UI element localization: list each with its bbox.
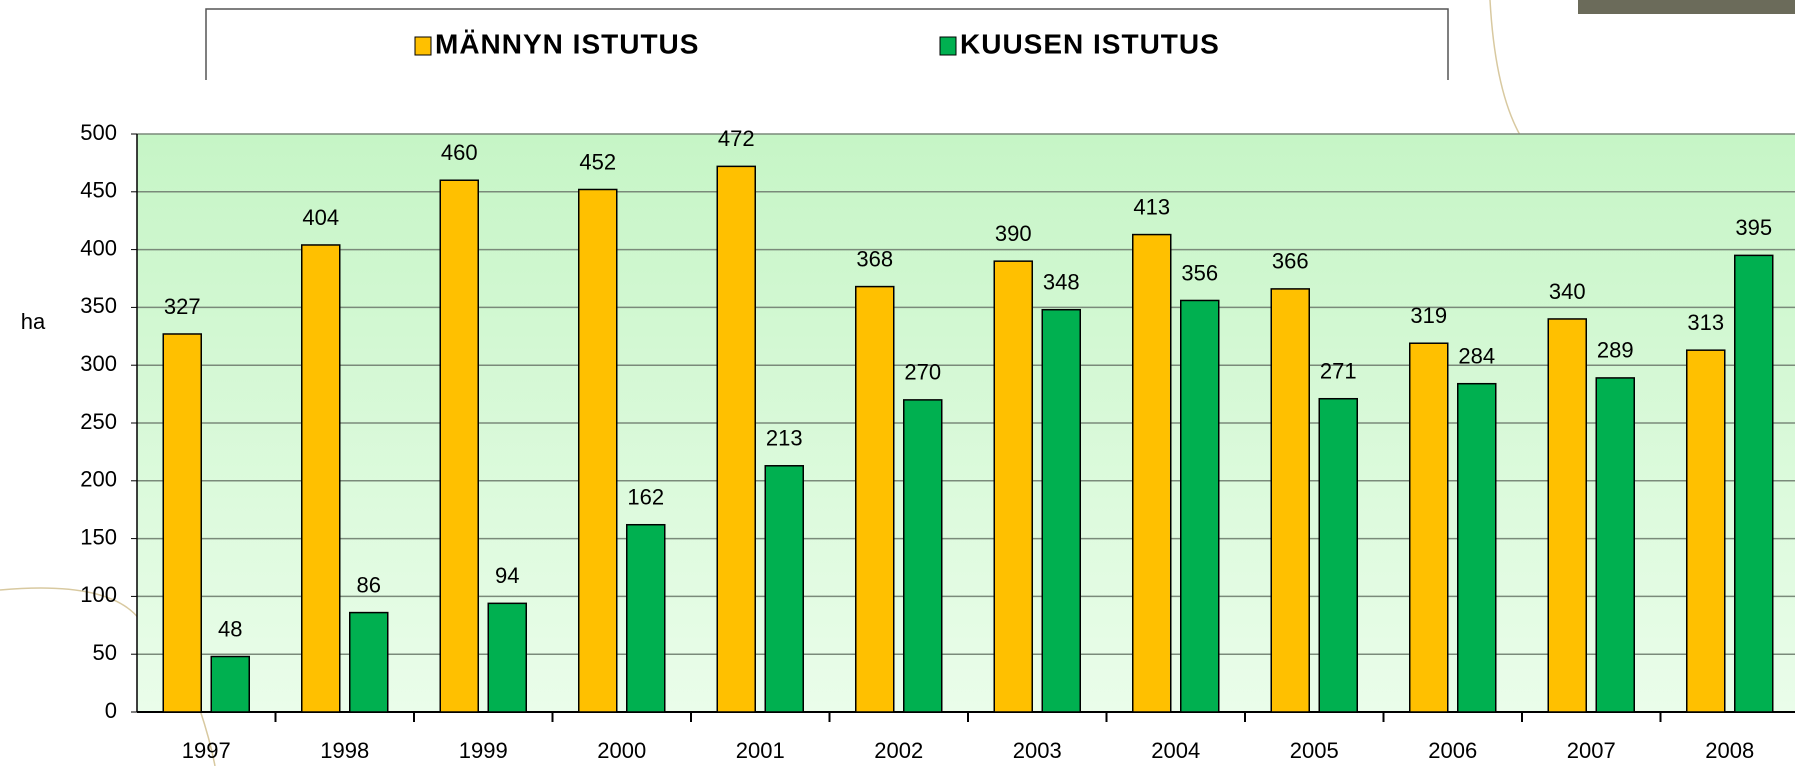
chart: ha 0 50 100 150 200 250 300 350 400 450 500 MÄNNYN … — [0, 0, 1795, 766]
y-tick-label: 150 — [80, 524, 117, 549]
bar — [163, 334, 201, 712]
x-tick-label: 2003 — [1013, 738, 1062, 763]
bar — [350, 613, 388, 712]
y-tick-label: 100 — [80, 582, 117, 607]
y-tick-label: 450 — [80, 178, 117, 203]
legend-label: KUUSEN ISTUTUS — [960, 28, 1220, 59]
data-label: 48 — [218, 616, 242, 641]
data-label: 271 — [1320, 359, 1357, 384]
x-tick-label: 1998 — [320, 738, 369, 763]
data-label: 270 — [904, 360, 941, 385]
bar — [717, 166, 755, 712]
y-tick-label: 200 — [80, 467, 117, 492]
x-tick-label: 2001 — [736, 738, 785, 763]
y-tick-label: 250 — [80, 409, 117, 434]
bar — [1319, 399, 1357, 712]
data-label: 319 — [1410, 303, 1447, 328]
data-label: 390 — [995, 221, 1032, 246]
bar — [1181, 300, 1219, 712]
bar — [627, 525, 665, 712]
bar — [1548, 319, 1586, 712]
x-tick-label: 1997 — [182, 738, 231, 763]
data-label: 413 — [1133, 194, 1170, 219]
data-label: 366 — [1272, 249, 1309, 274]
y-tick-label: 500 — [80, 120, 117, 145]
bar — [1133, 235, 1171, 712]
data-label: 327 — [164, 294, 201, 319]
bar — [765, 466, 803, 712]
bar — [1410, 343, 1448, 712]
x-tick-label: 2007 — [1567, 738, 1616, 763]
bar — [579, 189, 617, 712]
decoration — [0, 588, 140, 620]
legend-label: MÄNNYN ISTUTUS — [435, 28, 699, 59]
data-label: 94 — [495, 563, 519, 588]
bar — [994, 261, 1032, 712]
data-label: 472 — [718, 126, 755, 151]
data-label: 395 — [1735, 215, 1772, 240]
bar — [1596, 378, 1634, 712]
bar — [856, 287, 894, 712]
data-label: 356 — [1181, 260, 1218, 285]
data-label: 348 — [1043, 270, 1080, 295]
data-label: 289 — [1597, 338, 1634, 363]
data-label: 340 — [1549, 279, 1586, 304]
data-label: 313 — [1687, 310, 1724, 335]
bar — [488, 603, 526, 712]
y-tick-label: 300 — [80, 351, 117, 376]
legend-marker — [940, 37, 956, 55]
bar — [1042, 310, 1080, 712]
bar — [302, 245, 340, 712]
x-tick-label: 2006 — [1428, 738, 1477, 763]
data-label: 162 — [627, 485, 664, 510]
photo-corner — [1578, 0, 1795, 14]
x-tick-label: 2008 — [1705, 738, 1754, 763]
x-tick-label: 2002 — [874, 738, 923, 763]
bar — [440, 180, 478, 712]
data-label: 213 — [766, 426, 803, 451]
bar — [211, 657, 249, 712]
legend-marker — [415, 37, 431, 55]
bar — [904, 400, 942, 712]
data-label: 368 — [856, 246, 893, 271]
data-label: 284 — [1458, 344, 1495, 369]
y-tick-label: 350 — [80, 293, 117, 318]
data-label: 86 — [357, 572, 381, 597]
data-label: 452 — [579, 149, 616, 174]
bar — [1735, 255, 1773, 712]
data-label: 460 — [441, 140, 478, 165]
x-tick-label: 2004 — [1151, 738, 1200, 763]
y-tick-label: 50 — [93, 640, 117, 665]
decoration — [1490, 0, 1520, 135]
x-tick-label: 1999 — [459, 738, 508, 763]
x-tick-label: 2000 — [597, 738, 646, 763]
legend-box — [206, 9, 1448, 80]
data-label: 404 — [302, 205, 339, 230]
bar — [1458, 384, 1496, 712]
x-tick-label: 2005 — [1290, 738, 1339, 763]
bar — [1271, 289, 1309, 712]
y-tick-label: 400 — [80, 235, 117, 260]
y-tick-label: 0 — [105, 698, 117, 723]
bar — [1687, 350, 1725, 712]
y-axis-label: ha — [21, 309, 46, 334]
